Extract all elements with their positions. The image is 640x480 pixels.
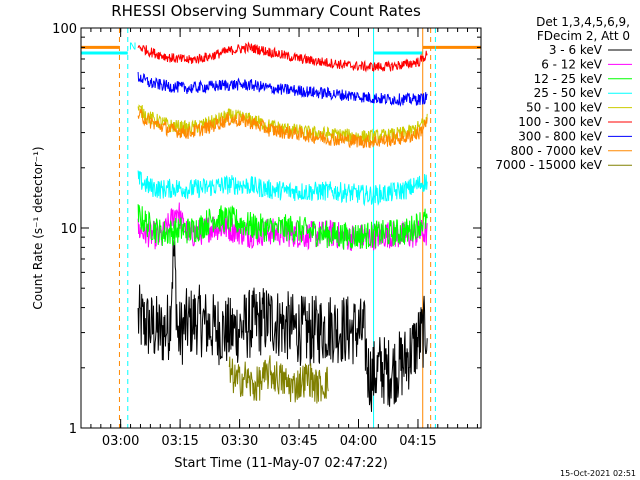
x-axis-label: Start Time (11-May-07 02:47:22) (174, 456, 388, 471)
series-line (137, 108, 428, 149)
x-tick-label: 03:15 (161, 434, 198, 449)
x-tick-label: 03:00 (102, 434, 139, 449)
annotation-label: N (129, 42, 136, 53)
y-axis: 1 10 100 (52, 22, 481, 437)
legend-entry-label: 300 - 800 keV (518, 129, 602, 143)
x-axis: 03:00 03:15 03:30 03:45 04:00 04:15 (90, 28, 478, 449)
legend-entry-label: 100 - 300 keV (518, 115, 602, 129)
series-line (228, 355, 329, 404)
legend: Det 1,3,4,5,6,9,FDecim 2, Att 03 - 6 keV… (495, 15, 632, 172)
x-tick-label: 03:30 (221, 434, 258, 449)
footer-timestamp: 15-Oct-2021 02:51 (560, 469, 636, 478)
x-tick-label: 04:00 (340, 434, 377, 449)
legend-entry-label: 25 - 50 keV (534, 86, 603, 100)
series-line (137, 170, 428, 207)
legend-entry-label: 50 - 100 keV (526, 101, 603, 115)
y-tick-label: 100 (52, 22, 77, 37)
legend-entry-label: 6 - 12 keV (541, 57, 603, 71)
series-line (137, 41, 428, 73)
series-line (137, 71, 428, 107)
x-tick-label: 04:15 (399, 434, 436, 449)
series-line (137, 239, 428, 412)
x-tick-label: 03:45 (280, 434, 317, 449)
legend-entry-label: 12 - 25 keV (534, 72, 603, 86)
y-tick-label: 1 (69, 422, 77, 437)
y-axis-label: Count Rate (s⁻¹ detector⁻¹) (31, 146, 45, 309)
legend-header: Det 1,3,4,5,6,9, (536, 15, 630, 29)
y-tick-label: 10 (60, 222, 77, 237)
legend-entry-label: 800 - 7000 keV (511, 144, 603, 158)
series-line (137, 104, 428, 144)
series-layer: N (129, 41, 428, 412)
legend-entry-label: 7000 - 15000 keV (495, 158, 602, 172)
series-line (137, 204, 428, 250)
legend-entry-label: 3 - 6 keV (549, 43, 603, 57)
legend-header: FDecim 2, Att 0 (537, 29, 630, 43)
chart-title: RHESSI Observing Summary Count Rates (111, 2, 421, 20)
